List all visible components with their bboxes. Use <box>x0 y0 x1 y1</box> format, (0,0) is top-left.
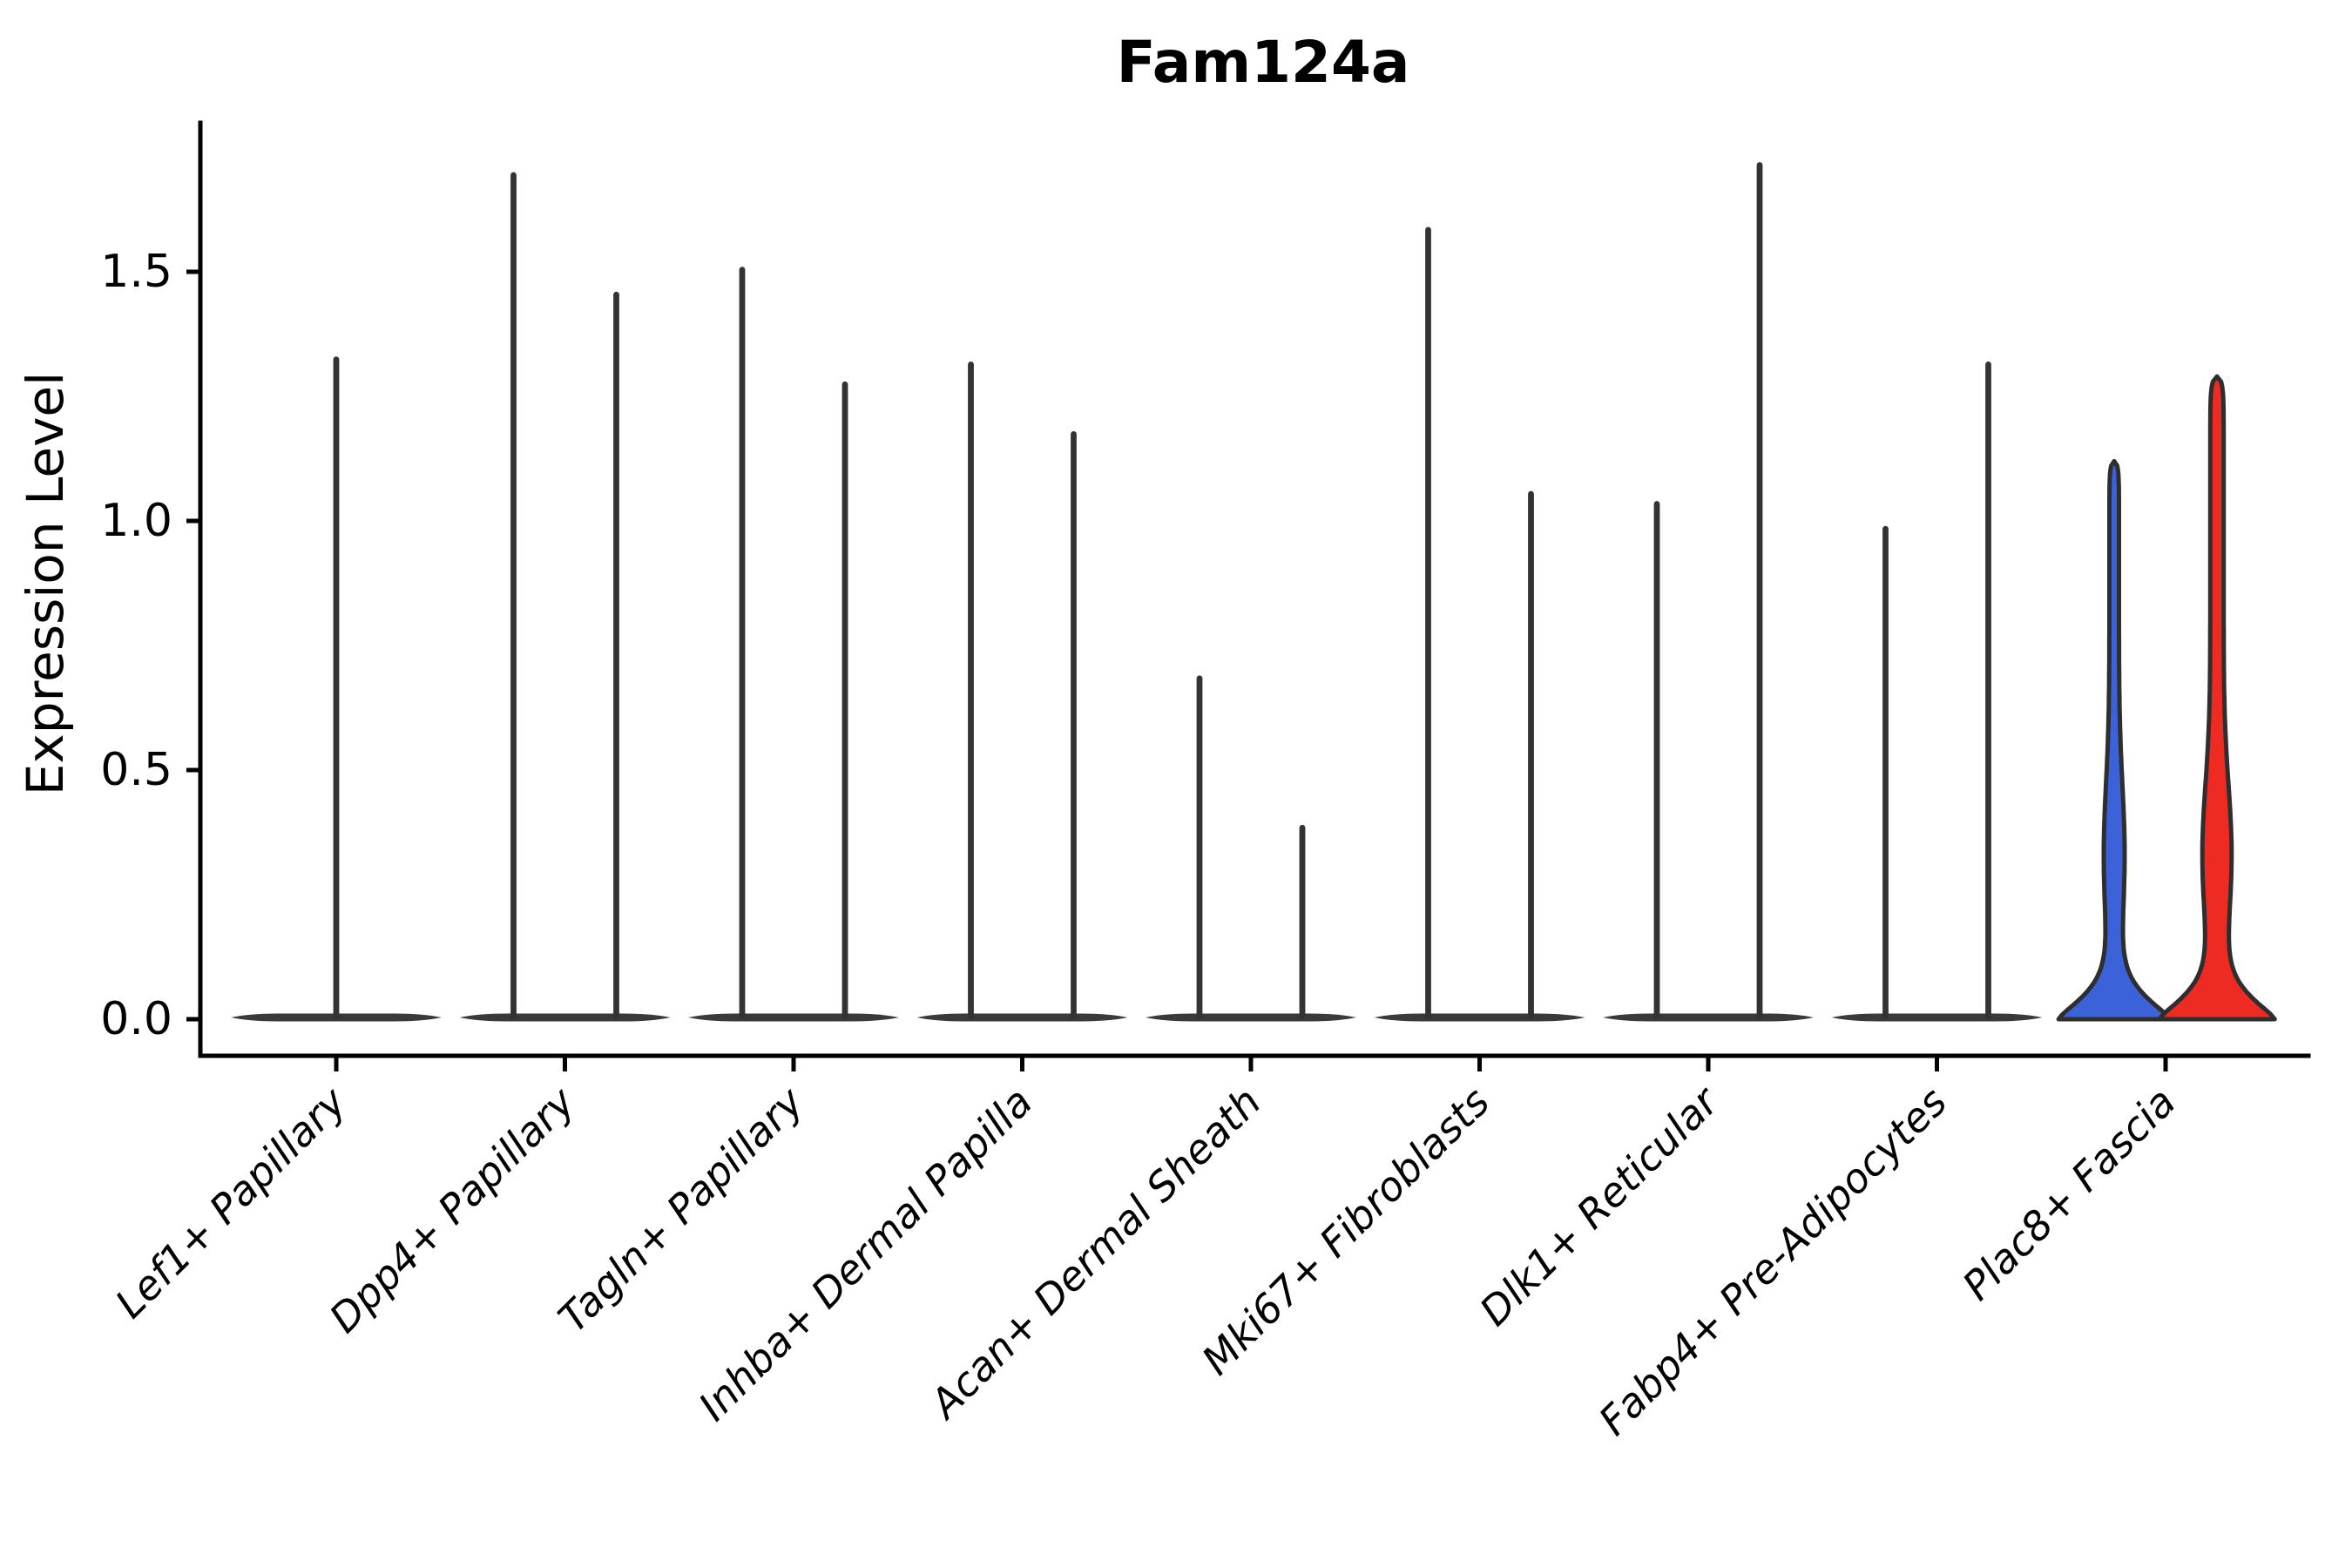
violin-spike <box>1985 361 1991 1019</box>
violin-spike <box>510 172 517 1020</box>
violin-spike <box>613 291 619 1019</box>
violin-spike <box>1196 675 1203 1019</box>
baseline-violin <box>688 1013 899 1022</box>
baseline-violin <box>916 1013 1128 1022</box>
violin-spike <box>1653 501 1660 1019</box>
violin-spike <box>1756 162 1763 1019</box>
x-category-label: Dlk1+ Reticular <box>1470 1076 1729 1335</box>
violin-spike <box>1071 431 1077 1019</box>
violin-spike <box>968 361 974 1019</box>
y-tick-label: 0.5 <box>100 744 172 796</box>
baseline-violin <box>459 1013 671 1022</box>
x-category-label: Tagln+ Papillary <box>549 1078 813 1342</box>
x-category-label: Dpp4+ Papillary <box>321 1078 585 1342</box>
y-tick-label: 1.0 <box>100 495 172 547</box>
violin-spike <box>739 267 746 1019</box>
y-tick-label: 1.5 <box>100 246 172 298</box>
violin-spike <box>1882 525 1889 1019</box>
violin-spike <box>1528 490 1534 1019</box>
x-category-label: Lef1+ Papillary <box>106 1078 355 1327</box>
baseline-violin <box>1603 1013 1814 1022</box>
chart-title: Fam124a <box>1117 29 1410 96</box>
baseline-violin <box>1374 1013 1585 1022</box>
y-tick-label: 0.0 <box>100 993 172 1045</box>
x-category-label: Plac8+ Fascia <box>1953 1078 2184 1309</box>
violin-spike <box>333 356 340 1019</box>
violin-spike <box>1425 226 1431 1019</box>
violin-spike <box>1299 824 1306 1019</box>
baseline-violin <box>1831 1013 2043 1022</box>
axes-spines <box>198 120 2311 1058</box>
violin-spike <box>841 381 848 1020</box>
violin-blue <box>2056 458 2173 1022</box>
violin-red <box>2157 374 2277 1022</box>
y-axis-label: Expression Level <box>16 372 75 795</box>
baseline-violin <box>1146 1013 1356 1022</box>
